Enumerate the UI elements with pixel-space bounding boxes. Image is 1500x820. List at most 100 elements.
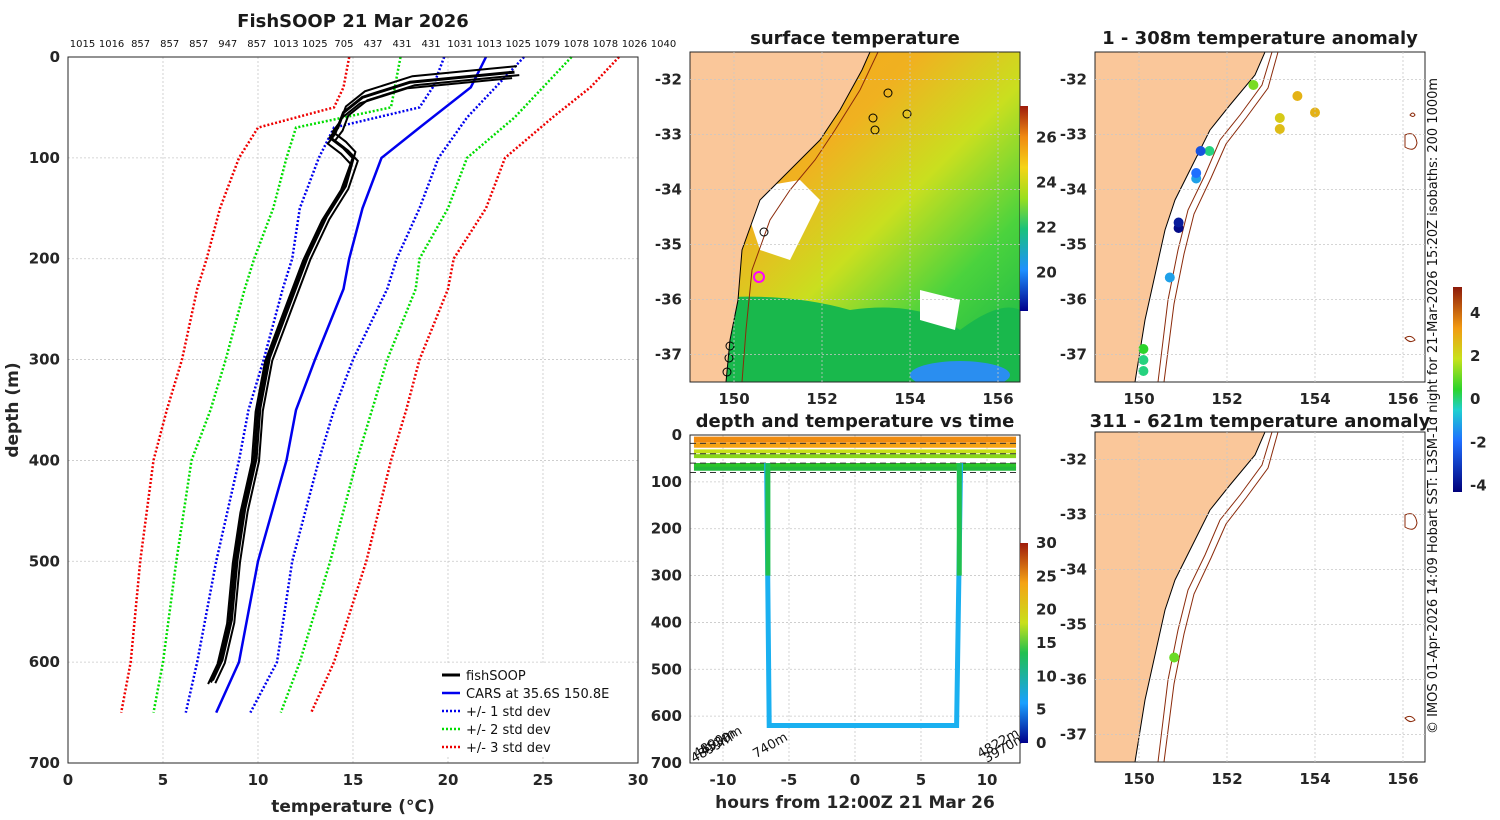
- y-tick-label: -37: [655, 346, 682, 364]
- time-xlabel: hours from 12:00Z 21 Mar 26: [715, 793, 995, 813]
- anomaly-lower-panel: 311 - 621m temperature anomaly 150 152 154…: [1060, 411, 1431, 788]
- anomaly-point: [1164, 272, 1175, 283]
- x-tick-label: 156: [1387, 390, 1418, 408]
- anomaly-point: [1292, 91, 1303, 101]
- depth-annotation: 740m: [751, 730, 791, 762]
- x-tick-label: 15: [343, 771, 364, 789]
- sst-station: [870, 125, 880, 135]
- profile-top-labels: 1015 1016 857 857 857 947 857 1013 1025 705 437 431…: [70, 39, 676, 50]
- x-tick-label: 156: [982, 390, 1013, 408]
- profile-title: FishSOOP 21 Mar 2026: [237, 11, 469, 32]
- sst-isobath: [741, 52, 879, 382]
- y-tick-label: 600: [651, 707, 682, 725]
- anomaly-lower-land: [1095, 432, 1266, 762]
- x-tick-label: 150: [1123, 390, 1154, 408]
- anomaly-point: [1248, 80, 1259, 90]
- anomaly-lower-title: 311 - 621m temperature anomaly: [1090, 411, 1431, 432]
- colorbar-tick-label: 5: [1036, 701, 1046, 719]
- top-depth-label: 431: [422, 39, 441, 50]
- sst-station: [722, 367, 732, 377]
- y-tick-label: 0: [50, 48, 60, 66]
- profile-ylabel: depth (m): [3, 362, 23, 457]
- anomaly-upper-seamount: [1404, 335, 1416, 343]
- legend-1std: +/- 1 std dev: [466, 705, 551, 720]
- y-tick-label: 300: [651, 567, 682, 585]
- sst-station: [868, 113, 878, 123]
- x-tick-label: 156: [1387, 770, 1418, 788]
- y-tick-label: -36: [1060, 671, 1087, 689]
- legend-3std: +/- 3 std dev: [466, 741, 551, 756]
- anomaly-upper-seamount: [1404, 133, 1418, 150]
- top-depth-label: 1079: [535, 39, 560, 50]
- anomaly-lower-axes-frame: [1094, 431, 1426, 763]
- anomaly-upper-panel: 1 - 308m temperature anomaly 150 152 154 15…: [1060, 28, 1487, 495]
- top-depth-label: 1026: [622, 39, 647, 50]
- time-title: depth and temperature vs time: [696, 411, 1015, 432]
- anomaly-lower-seamount: [1404, 715, 1416, 723]
- series-fishsoop-profile: [214, 74, 520, 684]
- x-tick-label: 152: [1211, 770, 1242, 788]
- colorbar-tick-label: -2: [1470, 433, 1487, 451]
- anomaly-point: [1195, 146, 1206, 156]
- y-tick-label: -34: [655, 181, 682, 199]
- sst-station: [724, 353, 734, 363]
- x-tick-label: 10: [977, 771, 998, 789]
- top-depth-label: 1040: [651, 39, 676, 50]
- y-tick-label: 400: [29, 451, 60, 469]
- anomaly-upper-title: 1 - 308m temperature anomaly: [1102, 28, 1418, 49]
- anomaly-point: [1138, 366, 1149, 376]
- profile-legend: fishSOOP CARS at 35.6S 150.8E +/- 1 std …: [438, 665, 634, 757]
- colorbar-tick-label: -4: [1470, 477, 1487, 495]
- series--2-std-dev: [152, 56, 402, 713]
- anomaly-lower-isobath-1000: [1163, 432, 1279, 762]
- colorbar-tick-label: 20: [1036, 601, 1057, 619]
- y-tick-label: -36: [655, 291, 682, 309]
- top-depth-label: 1016: [99, 39, 124, 50]
- anomaly-lower-seamount: [1404, 513, 1418, 530]
- top-depth-label: 1025: [506, 39, 531, 50]
- x-tick-label: 150: [718, 390, 749, 408]
- series--3-std-dev: [310, 56, 620, 714]
- top-depth-label: 1031: [447, 39, 472, 50]
- x-tick-label: 150: [1123, 770, 1154, 788]
- anomaly-point: [1274, 124, 1285, 134]
- top-depth-label: 947: [218, 39, 237, 50]
- attribution-text: © IMOS 01-Apr-2026 14:09 Hobart SST: L3S…: [1426, 78, 1441, 734]
- profile-axes-frame: [67, 56, 639, 764]
- colorbar-tick-label: 30: [1036, 534, 1057, 552]
- y-tick-label: -32: [655, 71, 682, 89]
- legend-fishsoop: fishSOOP: [466, 669, 526, 684]
- x-tick-label: 30: [628, 771, 649, 789]
- anomaly-point: [1169, 652, 1180, 663]
- y-tick-label: -37: [1060, 346, 1087, 364]
- sst-station: [725, 341, 735, 351]
- legend-2std: +/- 2 std dev: [466, 723, 551, 738]
- colorbar-tick-label: 10: [1036, 667, 1057, 685]
- colorbar-tick-label: 20: [1036, 264, 1057, 282]
- x-tick-label: 152: [806, 390, 837, 408]
- y-tick-label: -33: [1060, 506, 1087, 524]
- y-tick-label: -37: [1060, 726, 1087, 744]
- sst-station: [883, 88, 893, 98]
- y-tick-label: -32: [1060, 71, 1087, 89]
- time-colorbar: [1020, 543, 1028, 743]
- sst-station: [759, 227, 769, 237]
- top-depth-label: 857: [131, 39, 150, 50]
- anomaly-lower-isobath-200: [1157, 432, 1273, 762]
- y-tick-label: 700: [651, 754, 682, 772]
- anomaly-upper-axes-frame: [1094, 51, 1426, 383]
- sst-title: surface temperature: [750, 28, 960, 49]
- anomaly-upper-land: [1095, 52, 1266, 382]
- x-tick-label: 154: [1299, 390, 1330, 408]
- y-tick-label: 100: [29, 149, 60, 167]
- y-tick-label: 200: [29, 250, 60, 268]
- y-tick-label: 200: [651, 520, 682, 538]
- y-tick-label: -33: [1060, 126, 1087, 144]
- profile-xlabel: temperature (°C): [271, 797, 435, 817]
- y-tick-label: -36: [1060, 291, 1087, 309]
- sst-station: [902, 109, 912, 119]
- sst-cast-location: [753, 271, 765, 283]
- top-depth-label: 857: [160, 39, 179, 50]
- y-tick-label: 400: [651, 613, 682, 631]
